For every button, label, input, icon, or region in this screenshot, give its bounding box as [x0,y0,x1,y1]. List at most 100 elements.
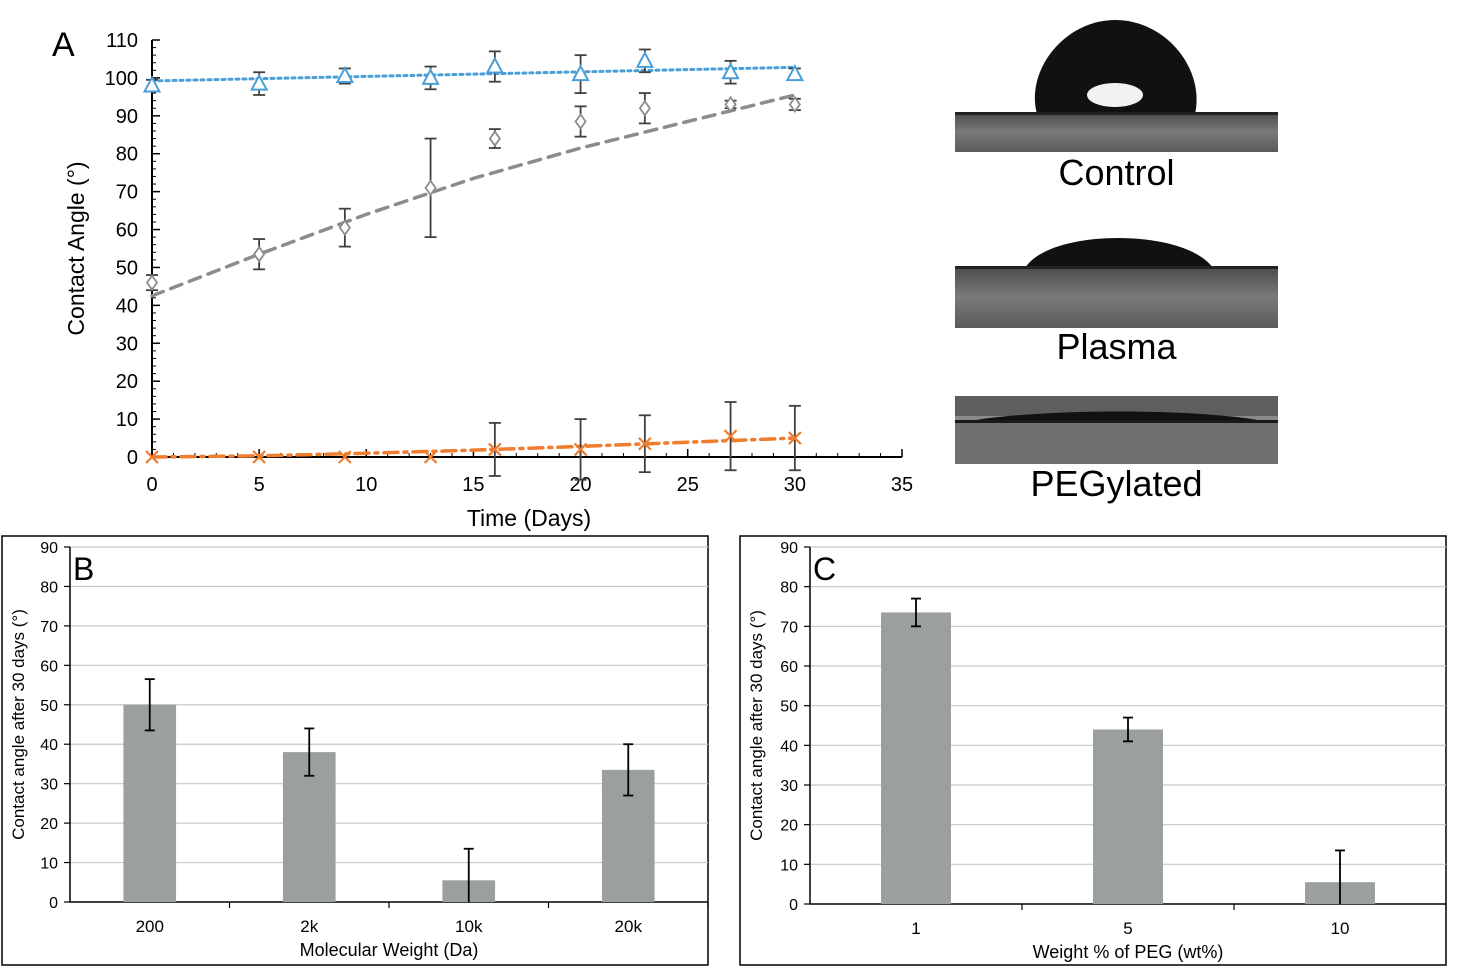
y-tick-label: 80 [116,144,138,166]
y-tick-label: 30 [116,333,138,355]
x-tick-label: 35 [891,474,913,496]
data-point [721,62,740,80]
y-tick-label: 70 [780,619,798,636]
y-tick-label: 90 [780,540,798,557]
control-caption: Control [1058,152,1175,193]
chart-b: B 0 10 20 30 40 50 60 70 80 90 200 2k 10k 20k Molecular… [1,535,709,966]
x-axis-label: Weight % of PEG (wt%) [1033,942,1224,962]
bar [123,704,177,902]
y-tick-label: 10 [780,857,798,874]
data-point [485,56,505,74]
chart-frame [1,535,709,966]
y-tick-label: 60 [780,659,798,676]
data-point [421,67,440,85]
data-point [723,429,738,443]
x-tick-label: 20k [615,917,643,936]
trend-line [150,65,797,83]
x-axis-label: Time (Days) [467,505,591,531]
y-tick-label: 60 [116,220,138,242]
x-tick-label: 10 [355,474,377,496]
y-tick-label: 50 [40,698,58,715]
y-tick-label: 0 [127,447,138,469]
y-tick-label: 100 [105,68,138,90]
y-axis-label: Contact angle after 30 days (°) [747,610,766,841]
data-point [788,431,802,445]
x-tick-label: 5 [1123,919,1132,938]
bar [1093,729,1163,904]
x-tick-label: 0 [146,474,157,496]
y-tick-label: 50 [780,699,798,716]
y-tick-label: 80 [780,580,798,597]
x-tick-label: 5 [254,474,265,496]
y-tick-label: 10 [40,856,58,873]
data-point [635,50,655,68]
y-tick-label: 50 [116,257,138,279]
data-point [424,179,437,197]
data-point [638,99,651,117]
x-tick-label: 2k [300,917,318,936]
data-point [488,130,501,148]
y-tick-label: 90 [40,540,58,557]
data-point [252,450,266,464]
y-tick-label: 60 [40,658,58,675]
data-point [638,436,652,451]
y-tick-label: 20 [780,818,798,835]
data-point [145,274,159,292]
pegylated-caption: PEGylated [1030,463,1203,504]
x-tick-label: 25 [677,474,699,496]
y-tick-label: 40 [780,738,798,755]
y-tick-label: 20 [40,816,58,833]
x-tick-label: 30 [784,474,806,496]
data-point [253,245,266,263]
x-tick-label: 10k [455,917,483,936]
y-tick-label: 30 [40,777,58,794]
data-point [338,219,351,237]
panel-letter: B [73,551,94,587]
data-point [488,442,502,457]
data-point [142,75,162,93]
y-tick-label: 110 [106,30,138,52]
panel-letter: A [52,26,75,64]
y-tick-label: 90 [116,106,138,128]
data-point [423,450,438,464]
x-tick-label: 200 [136,917,164,936]
y-tick-label: 0 [789,897,798,914]
trend-line [150,93,797,298]
data-point [785,64,805,82]
y-axis-label: Contact angle after 30 days (°) [9,609,28,840]
chart-frame [739,535,1447,966]
y-tick-label: 40 [116,295,138,317]
chart-c: C 0 10 20 30 40 50 60 70 80 90 1 5 10 Weight % of PEG … [739,535,1447,966]
y-tick-label: 0 [49,895,58,912]
y-tick-label: 80 [40,579,58,596]
panel-letter: C [813,551,836,587]
data-point [573,442,588,457]
pegylated-droplet-photo [955,396,1278,464]
data-point [335,65,355,84]
y-tick-label: 30 [780,778,798,795]
x-tick-label: 1 [911,919,920,938]
data-point [574,112,587,131]
control-droplet-photo [955,10,1278,152]
y-axis-label: Contact Angle (°) [63,161,89,335]
y-tick-label: 10 [116,409,138,431]
bar [881,612,951,904]
data-point [571,64,590,82]
data-point [249,73,269,91]
y-tick-label: 70 [116,182,138,204]
x-tick-label: 10 [1331,919,1350,938]
data-point [145,450,159,464]
x-tick-label: 15 [462,474,484,496]
x-axis-label: Molecular Weight (Da) [300,940,479,960]
y-tick-label: 20 [116,371,138,393]
plasma-caption: Plasma [1056,326,1177,367]
data-point [338,450,352,464]
data-point [724,95,737,113]
plasma-droplet-photo [955,220,1278,328]
y-tick-label: 40 [40,737,58,754]
bar [282,752,336,902]
data-point [788,95,801,113]
y-tick-label: 70 [40,619,58,636]
